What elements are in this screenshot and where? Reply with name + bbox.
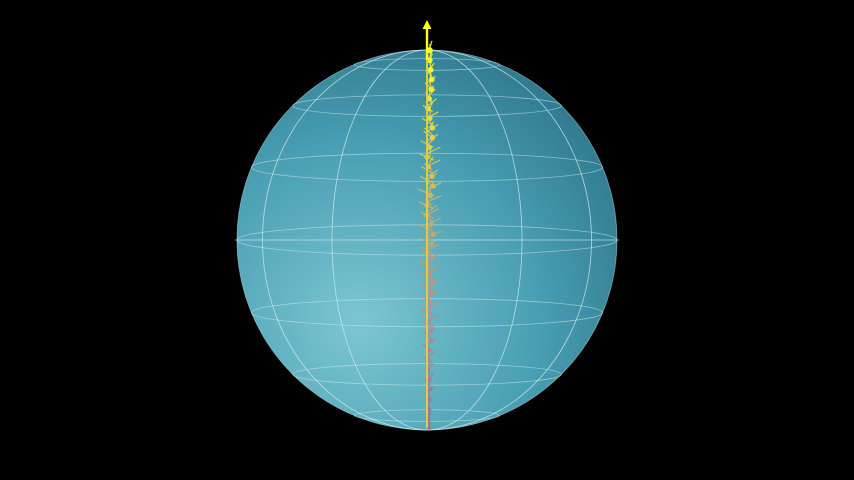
trail-point [429,125,436,131]
trail-segment [425,217,442,226]
trail-segment [427,372,435,381]
trail-segment [425,195,442,203]
trail-point [430,231,436,237]
trail-segment [427,421,432,429]
trail-segment [428,88,436,97]
trail-segment [426,208,439,216]
trail-segment [429,40,433,48]
trail-segment [426,146,441,155]
trail-segment [427,292,436,300]
trail-segment [425,253,440,261]
trail-segment [427,363,435,371]
trail-segment [426,159,441,168]
trail-segment [426,350,437,358]
trail-segment [427,256,435,264]
trail-segment [425,266,441,274]
trail-segment [428,311,432,319]
trail-segment [423,130,433,139]
trail-segment [428,79,432,87]
trail-segment [417,224,435,232]
trail-point [426,47,433,54]
trail-segment [428,156,434,164]
trail-segment [427,111,439,119]
trail-segment [428,101,434,109]
trail-point [430,183,436,189]
trail-point [430,280,435,286]
arrow-head [422,20,432,29]
trail-segment [426,243,440,252]
trail-segment [427,408,432,416]
trail-point [429,173,435,179]
trail-segment [427,398,433,406]
trail-segment [425,301,440,310]
trail-segment [427,98,437,106]
state-vector-arrow [422,20,432,60]
state-vector-trail [417,34,442,432]
trail-point [428,329,434,334]
trail-segment [428,62,435,71]
trail-segment [428,121,435,129]
trail-segment [429,53,433,61]
trail-point [427,66,434,73]
trail-segment [426,314,439,323]
trail-segment [427,275,434,284]
